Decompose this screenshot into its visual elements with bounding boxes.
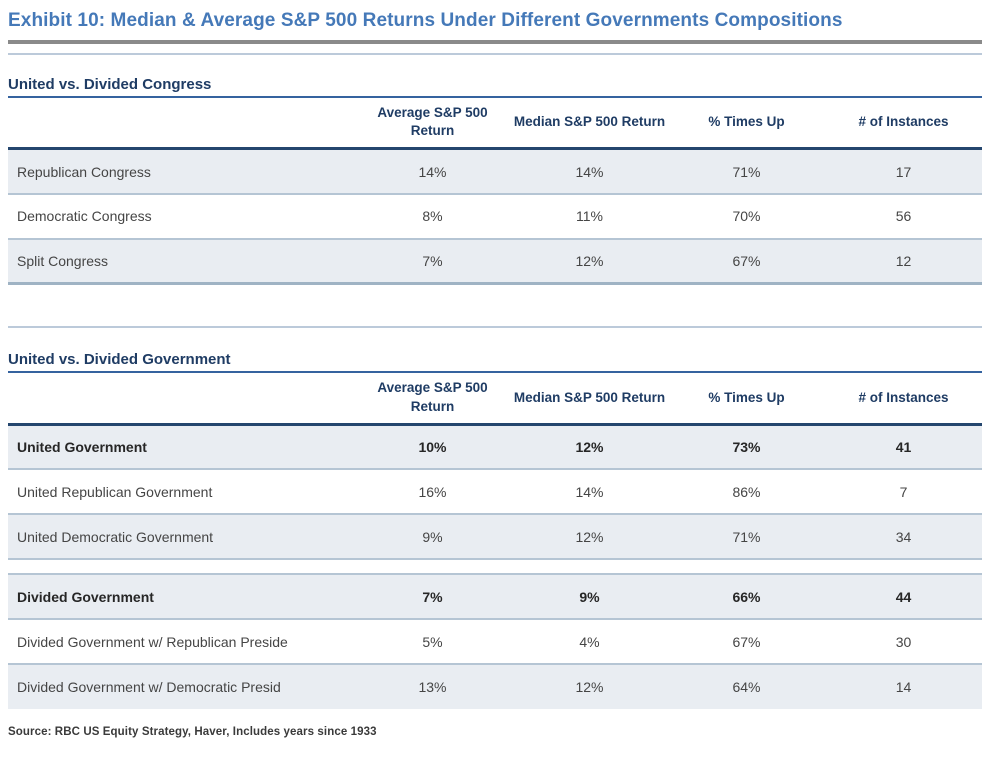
row-value-median: 12% — [511, 237, 668, 286]
row-value-median: 12% — [511, 513, 668, 560]
row-value-avg: 14% — [354, 148, 511, 194]
between-tables-rule — [8, 326, 982, 329]
row-label: United Government — [8, 424, 354, 470]
row-value-pct_up: 67% — [668, 618, 825, 665]
row-value-instances: 14 — [825, 663, 982, 710]
row-value-median: 12% — [511, 424, 668, 470]
source-note: Source: RBC US Equity Strategy, Haver, I… — [8, 726, 377, 739]
government-table-header: Average S&P 500 Return Median S&P 500 Re… — [8, 373, 982, 426]
section-united-vs-divided-government: United vs. Divided Government Average S&… — [8, 351, 982, 710]
row-value-pct_up: 66% — [668, 573, 825, 620]
header-pct-times-up: % Times Up — [668, 98, 825, 151]
row-value-avg: 8% — [354, 192, 511, 239]
row-value-avg: 9% — [354, 513, 511, 560]
header-median-return: Median S&P 500 Return — [511, 98, 668, 151]
section-united-vs-divided-congress: United vs. Divided Congress Average S&P … — [8, 76, 982, 286]
row-label: United Republican Government — [8, 468, 354, 515]
row-label: Divided Government w/ Republican Preside — [8, 618, 354, 665]
table-row: Divided Government 7% 9% 66% 44 — [8, 573, 982, 620]
row-value-instances: 34 — [825, 513, 982, 560]
row-value-avg: 10% — [354, 424, 511, 470]
table-row: United Government 10% 12% 73% 41 — [8, 424, 982, 470]
title-rule-thick — [8, 40, 982, 44]
table-row: United Democratic Government 9% 12% 71% 34 — [8, 513, 982, 560]
section-title-rule — [8, 371, 982, 374]
row-value-avg: 13% — [354, 663, 511, 710]
congress-table-header: Average S&P 500 Return Median S&P 500 Re… — [8, 98, 982, 151]
government-table: Average S&P 500 Return Median S&P 500 Re… — [8, 373, 982, 710]
row-label: United Democratic Government — [8, 513, 354, 560]
congress-table: Average S&P 500 Return Median S&P 500 Re… — [8, 98, 982, 286]
government-table-body: United Government 10% 12% 73% 41 United Repub… — [8, 424, 982, 710]
congress-table-body: Republican Congress 14% 14% 71% 17 Democratic… — [8, 148, 982, 286]
row-value-median: 9% — [511, 573, 668, 620]
row-value-instances: 44 — [825, 573, 982, 620]
row-value-instances: 56 — [825, 192, 982, 239]
header-average-return: Average S&P 500 Return — [354, 373, 511, 426]
section-title: United vs. Divided Government — [8, 351, 231, 369]
row-label: Divided Government w/ Democratic Presid — [8, 663, 354, 710]
row-value-median: 4% — [511, 618, 668, 665]
table-row: Republican Congress 14% 14% 71% 17 — [8, 148, 982, 194]
header-num-instances: # of Instances — [825, 98, 982, 151]
row-value-median: 14% — [511, 148, 668, 194]
row-value-pct_up: 70% — [668, 192, 825, 239]
row-value-pct_up: 73% — [668, 424, 825, 470]
row-value-instances: 30 — [825, 618, 982, 665]
row-value-median: 14% — [511, 468, 668, 515]
row-value-avg: 7% — [354, 573, 511, 620]
spacer-cell — [8, 558, 982, 575]
table-row: Democratic Congress 8% 11% 70% 56 — [8, 192, 982, 239]
table-row: Divided Government w/ Democratic Presid 1… — [8, 663, 982, 710]
header-row: Average S&P 500 Return Median S&P 500 Re… — [8, 98, 982, 151]
header-num-instances: # of Instances — [825, 373, 982, 426]
section-title-rule — [8, 96, 982, 98]
header-empty-cell — [8, 98, 354, 151]
row-value-pct_up: 86% — [668, 468, 825, 515]
row-label: Divided Government — [8, 573, 354, 620]
row-value-pct_up: 71% — [668, 148, 825, 194]
exhibit-title: Exhibit 10: Median & Average S&P 500 Ret… — [8, 10, 843, 31]
row-value-avg: 16% — [354, 468, 511, 515]
row-value-avg: 5% — [354, 618, 511, 665]
section-title: United vs. Divided Congress — [8, 76, 212, 93]
row-value-instances: 7 — [825, 468, 982, 515]
row-value-instances: 12 — [825, 237, 982, 286]
header-row: Average S&P 500 Return Median S&P 500 Re… — [8, 373, 982, 426]
table-spacer-row — [8, 558, 982, 575]
table-row: Split Congress 7% 12% 67% 12 — [8, 237, 982, 286]
row-value-pct_up: 71% — [668, 513, 825, 560]
header-average-return: Average S&P 500 Return — [354, 98, 511, 151]
row-value-avg: 7% — [354, 237, 511, 286]
header-empty-cell — [8, 373, 354, 426]
row-label: Democratic Congress — [8, 192, 354, 239]
row-value-pct_up: 64% — [668, 663, 825, 710]
header-median-return: Median S&P 500 Return — [511, 373, 668, 426]
table-row: United Republican Government 16% 14% 86% 7 — [8, 468, 982, 515]
row-value-instances: 41 — [825, 424, 982, 470]
row-value-median: 11% — [511, 192, 668, 239]
header-pct-times-up: % Times Up — [668, 373, 825, 426]
row-value-pct_up: 67% — [668, 237, 825, 286]
row-label: Split Congress — [8, 237, 354, 286]
title-rule-light — [8, 53, 982, 55]
row-label: Republican Congress — [8, 148, 354, 194]
table-row: Divided Government w/ Republican Preside… — [8, 618, 982, 665]
row-value-instances: 17 — [825, 148, 982, 194]
row-value-median: 12% — [511, 663, 668, 710]
